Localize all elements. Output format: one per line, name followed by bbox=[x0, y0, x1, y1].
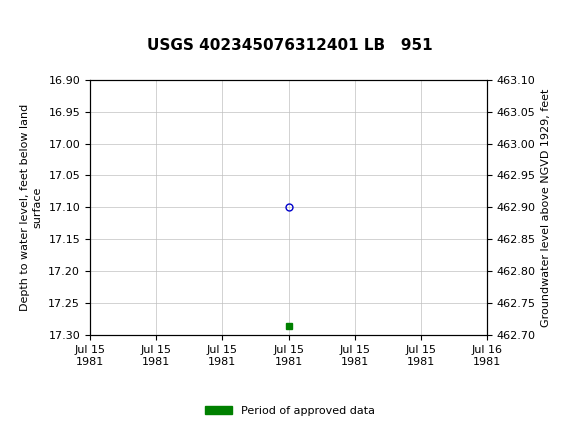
Text: USGS: USGS bbox=[32, 10, 92, 29]
Y-axis label: Groundwater level above NGVD 1929, feet: Groundwater level above NGVD 1929, feet bbox=[542, 88, 552, 327]
Legend: Period of approved data: Period of approved data bbox=[200, 401, 380, 420]
Y-axis label: Depth to water level, feet below land
surface: Depth to water level, feet below land su… bbox=[20, 104, 43, 311]
Text: ≡: ≡ bbox=[6, 7, 27, 31]
Text: USGS 402345076312401 LB   951: USGS 402345076312401 LB 951 bbox=[147, 38, 433, 52]
